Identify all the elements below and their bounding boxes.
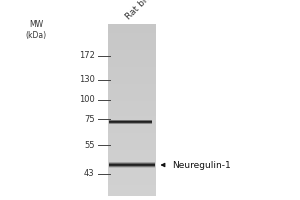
Bar (108, 30, 156, 33)
Bar (108, 44, 156, 47)
Text: 55: 55 (84, 140, 94, 149)
Bar (108, 61, 156, 64)
Bar (108, 164, 156, 167)
Bar (108, 101, 156, 104)
Bar (108, 99, 156, 101)
Bar (108, 182, 156, 185)
Bar (108, 78, 156, 81)
Bar (109, 166, 155, 167)
Bar (108, 81, 156, 84)
Text: Neuregulin-1: Neuregulin-1 (172, 160, 231, 170)
Bar (108, 179, 156, 182)
Bar (108, 136, 156, 139)
Bar (109, 163, 155, 164)
Bar (108, 50, 156, 53)
Bar (108, 24, 156, 27)
Text: 130: 130 (79, 75, 94, 84)
Bar (109, 167, 155, 168)
Bar (108, 144, 156, 147)
Bar (109, 122, 152, 123)
Bar (108, 133, 156, 136)
Bar (108, 113, 156, 116)
Bar (108, 190, 156, 193)
Bar (108, 167, 156, 170)
Bar (108, 193, 156, 196)
Bar (108, 56, 156, 58)
Bar (109, 164, 155, 165)
Bar (108, 170, 156, 173)
Bar (108, 139, 156, 142)
Bar (109, 120, 152, 121)
Bar (108, 90, 156, 93)
Bar (108, 173, 156, 176)
Text: Rat brain: Rat brain (124, 0, 160, 21)
Bar (108, 124, 156, 127)
Bar (108, 110, 156, 113)
Bar (108, 33, 156, 35)
Bar (108, 35, 156, 38)
Bar (108, 187, 156, 190)
Bar (108, 47, 156, 50)
Bar (108, 93, 156, 96)
Text: 172: 172 (79, 51, 94, 60)
Bar (108, 142, 156, 144)
Bar (108, 53, 156, 56)
Bar (108, 185, 156, 187)
Bar (108, 107, 156, 110)
Bar (108, 70, 156, 73)
Bar (108, 41, 156, 44)
Bar (108, 162, 156, 164)
Bar (108, 96, 156, 99)
Bar (109, 165, 155, 166)
Bar (108, 76, 156, 78)
Bar (108, 87, 156, 90)
Bar (108, 67, 156, 70)
Bar (108, 153, 156, 156)
Bar (108, 73, 156, 76)
Bar (109, 162, 155, 163)
Bar (108, 64, 156, 67)
Text: 43: 43 (84, 170, 94, 178)
Text: 100: 100 (79, 96, 94, 104)
Bar (109, 123, 152, 124)
Bar (108, 116, 156, 119)
Bar (108, 150, 156, 153)
Bar (108, 130, 156, 133)
Bar (108, 156, 156, 159)
Bar (108, 104, 156, 107)
Bar (108, 159, 156, 162)
Bar (108, 84, 156, 87)
Bar (108, 27, 156, 30)
Bar (108, 147, 156, 150)
Bar (108, 119, 156, 121)
Bar (109, 121, 152, 122)
Text: MW
(kDa): MW (kDa) (26, 20, 46, 40)
Bar (108, 121, 156, 124)
Bar (108, 176, 156, 179)
Bar (108, 127, 156, 130)
Bar (108, 24, 156, 196)
Bar (108, 38, 156, 41)
Text: 75: 75 (84, 114, 94, 123)
Bar (108, 58, 156, 61)
